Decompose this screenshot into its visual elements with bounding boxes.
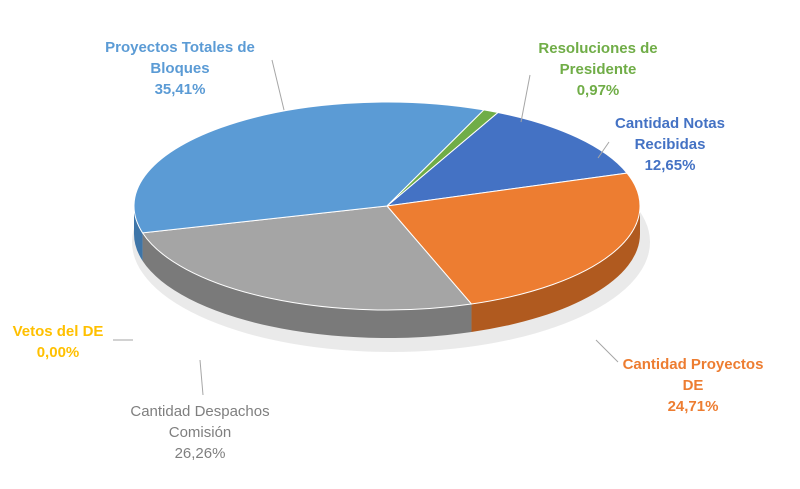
pie-slice-resoluciones-de-presidente: [386, 109, 500, 207]
data-label-resoluciones-de-presidente: Resoluciones de: [538, 40, 657, 57]
data-value-vetos-del-de: 0,00%: [37, 344, 80, 361]
data-value-resoluciones-de-presidente: 0,97%: [577, 82, 620, 99]
data-label-cantidad-despachos-comisión: Cantidad Despachos: [130, 403, 269, 420]
data-label-proyectos-totales-de-bloques: Bloques: [150, 60, 209, 77]
data-label-proyectos-totales-de-bloques: Proyectos Totales de: [105, 39, 255, 56]
leader-line-proyectos-totales-de-bloques: [271, 59, 285, 111]
data-label-cantidad-proyectos-de: DE: [683, 377, 704, 394]
pie-slice-proyectos-totales-de-bloques: [133, 101, 485, 234]
data-label-cantidad-notas-recibidas: Recibidas: [635, 136, 706, 153]
data-value-cantidad-notas-recibidas: 12,65%: [645, 157, 696, 174]
leader-line-cantidad-despachos-comisión: [199, 359, 204, 396]
pie-slice-cantidad-notas-recibidas: [385, 111, 628, 207]
data-label-cantidad-despachos-comisión: Comisión: [169, 424, 232, 441]
leader-line-resoluciones-de-presidente: [520, 74, 531, 123]
data-value-cantidad-proyectos-de: 24,71%: [668, 398, 719, 415]
pie-side-cantidad-despachos-comisión: [142, 232, 472, 338]
pie-slice-cantidad-proyectos-de: [386, 172, 641, 305]
data-label-vetos-del-de: Vetos del DE: [13, 323, 104, 340]
data-label-resoluciones-de-presidente: Presidente: [560, 61, 637, 78]
data-value-cantidad-despachos-comisión: 26,26%: [175, 445, 226, 462]
data-label-cantidad-proyectos-de: Cantidad Proyectos: [623, 356, 764, 373]
leader-line-cantidad-proyectos-de: [595, 339, 619, 363]
pie-slice-cantidad-despachos-comisión: [141, 205, 473, 311]
data-label-cantidad-notas-recibidas: Cantidad Notas: [615, 115, 725, 132]
data-value-proyectos-totales-de-bloques: 35,41%: [155, 81, 206, 98]
leader-line-cantidad-notas-recibidas: [597, 141, 610, 159]
pie-side-cantidad-proyectos-de: [471, 206, 640, 333]
